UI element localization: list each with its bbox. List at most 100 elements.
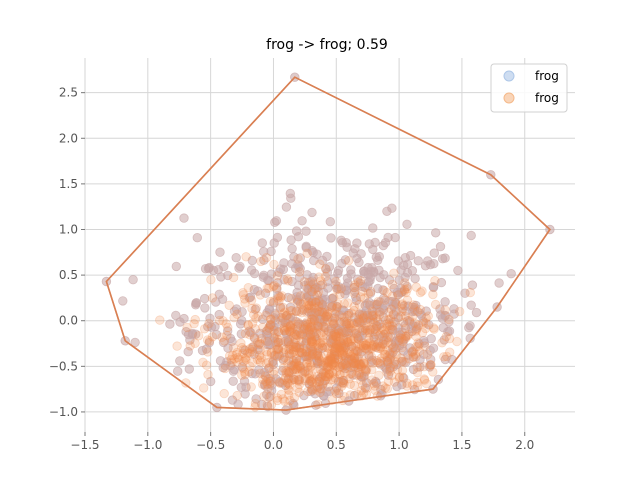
data-point: [350, 328, 360, 338]
data-point: [306, 337, 316, 347]
data-point: [329, 313, 339, 324]
data-point: [324, 355, 334, 365]
data-point: [357, 286, 367, 297]
data-point: [294, 355, 305, 366]
data-point: [440, 297, 450, 307]
data-point: [307, 371, 317, 381]
data-point: [358, 313, 368, 324]
data-point: [265, 374, 275, 384]
data-point: [312, 357, 323, 367]
data-point: [272, 351, 283, 362]
data-point: [285, 366, 295, 377]
data-point: [339, 351, 350, 361]
data-point: [400, 278, 410, 288]
data-point: [445, 347, 455, 357]
data-point: [356, 386, 367, 396]
data-point: [506, 269, 516, 279]
data-point: [329, 350, 339, 360]
data-point: [366, 286, 376, 297]
data-point: [344, 310, 354, 320]
data-point: [250, 398, 261, 409]
data-point: [352, 253, 362, 264]
data-point: [337, 381, 347, 391]
data-point: [395, 330, 406, 340]
data-point: [400, 253, 411, 263]
data-point: [239, 367, 250, 377]
data-point: [321, 311, 331, 322]
data-point: [390, 317, 400, 328]
data-point: [418, 316, 428, 326]
data-point: [327, 359, 338, 369]
x-tick-label: 1.0: [390, 438, 409, 452]
data-point: [335, 332, 345, 342]
data-point: [338, 350, 348, 361]
data-point: [364, 313, 374, 323]
data-point: [329, 329, 339, 340]
y-tick-label: 2.0: [59, 131, 78, 145]
data-point: [410, 273, 420, 284]
data-point: [275, 378, 285, 388]
data-point: [279, 258, 289, 268]
data-point: [262, 350, 272, 360]
data-point: [394, 373, 405, 383]
data-point: [318, 322, 328, 332]
data-point: [264, 340, 275, 350]
data-point: [378, 381, 388, 391]
data-point: [289, 359, 300, 369]
data-point: [317, 356, 327, 366]
data-point: [237, 342, 247, 353]
data-point: [391, 299, 401, 309]
data-point: [407, 311, 418, 322]
data-point: [314, 307, 325, 317]
data-point: [333, 299, 343, 309]
data-point: [272, 271, 283, 281]
data-point: [229, 364, 240, 375]
data-point: [222, 330, 232, 341]
data-point: [326, 375, 336, 385]
data-point: [240, 353, 250, 364]
data-point: [275, 291, 285, 302]
data-point: [247, 344, 257, 354]
data-point: [364, 239, 375, 249]
data-point: [313, 321, 323, 331]
data-point: [228, 376, 238, 386]
data-point: [308, 374, 318, 384]
data-point: [253, 344, 263, 355]
data-point: [253, 311, 263, 321]
data-point: [241, 355, 251, 365]
data-point: [354, 370, 364, 380]
data-point: [393, 290, 404, 300]
data-point: [310, 303, 320, 313]
data-point: [309, 284, 320, 294]
data-point: [412, 367, 423, 378]
data-point: [280, 307, 290, 317]
data-point: [407, 346, 417, 357]
data-point: [312, 335, 322, 345]
data-point: [306, 301, 317, 311]
data-point: [262, 283, 272, 294]
data-point: [350, 345, 361, 356]
data-point: [382, 352, 393, 362]
data-point: [346, 334, 356, 344]
data-point: [397, 365, 408, 376]
data-point: [387, 350, 397, 361]
data-point: [304, 301, 314, 311]
data-point: [311, 297, 321, 308]
data-point: [375, 342, 386, 352]
data-point: [278, 302, 288, 313]
data-point: [313, 321, 323, 332]
data-point: [292, 297, 303, 307]
data-point: [328, 343, 338, 353]
data-point: [343, 256, 354, 266]
data-point: [419, 374, 429, 384]
data-point: [289, 346, 299, 356]
data-point: [330, 344, 340, 354]
data-point: [323, 307, 333, 317]
data-point: [243, 320, 253, 330]
data-point: [371, 326, 381, 337]
data-point: [402, 381, 412, 391]
data-point: [397, 300, 407, 310]
data-point: [287, 259, 297, 269]
data-point: [231, 349, 242, 360]
data-point: [297, 366, 308, 376]
